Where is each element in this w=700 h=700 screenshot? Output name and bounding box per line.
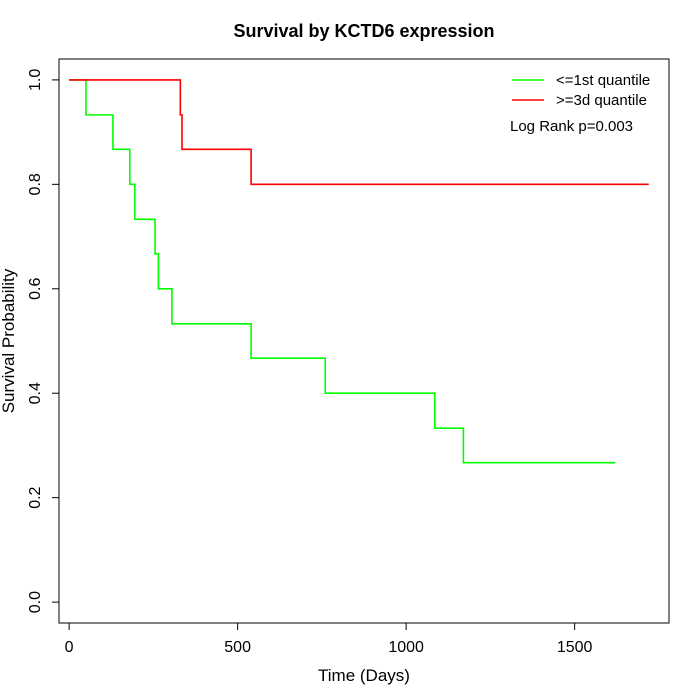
x-axis: 0 500 1000 1500: [65, 622, 593, 656]
plot-frame: [58, 58, 670, 624]
x-tick-label: 1500: [557, 639, 593, 656]
y-tick-label: 0.0: [27, 591, 44, 613]
legend-label: >=3d quantile: [556, 92, 647, 109]
y-tick-label: 0.2: [27, 486, 44, 508]
y-tick-label: 0.8: [27, 173, 44, 195]
series-line-1: [69, 79, 616, 464]
y-axis: 0.0 0.2 0.4 0.6 0.8 1.0: [27, 69, 60, 613]
y-tick-label: 0.4: [27, 382, 44, 404]
y-tick-label: 0.6: [27, 278, 44, 300]
x-axis-label: Time (Days): [318, 666, 410, 685]
legend: <=1st quantile >=3d quantile: [512, 72, 650, 109]
logrank-annotation: Log Rank p=0.003: [510, 118, 633, 135]
y-tick-label: 1.0: [27, 69, 44, 91]
y-axis-label: Survival Probability: [0, 268, 18, 413]
x-tick-label: 500: [224, 639, 251, 656]
series-group: [69, 79, 649, 464]
series-line-2: [69, 79, 649, 186]
chart-title: Survival by KCTD6 expression: [233, 21, 494, 41]
x-tick-label: 1000: [388, 639, 424, 656]
x-tick-label: 0: [65, 639, 74, 656]
legend-label: <=1st quantile: [556, 72, 650, 89]
